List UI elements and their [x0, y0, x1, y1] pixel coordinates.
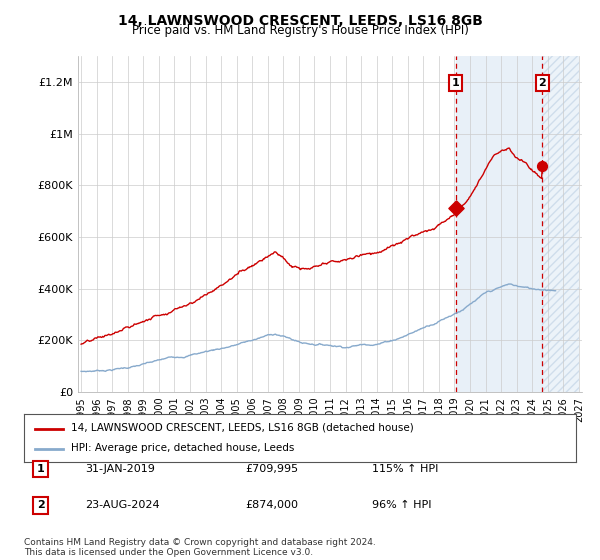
Text: 1: 1	[37, 464, 44, 474]
Text: 14, LAWNSWOOD CRESCENT, LEEDS, LS16 8GB (detached house): 14, LAWNSWOOD CRESCENT, LEEDS, LS16 8GB …	[71, 423, 413, 433]
Text: 115% ↑ HPI: 115% ↑ HPI	[372, 464, 438, 474]
Text: 96% ↑ HPI: 96% ↑ HPI	[372, 501, 431, 510]
Bar	[542, 56, 579, 392]
Point	[451, 204, 460, 213]
Text: £874,000: £874,000	[245, 501, 298, 510]
Text: 23-AUG-2024: 23-AUG-2024	[85, 501, 160, 510]
Text: 14, LAWNSWOOD CRESCENT, LEEDS, LS16 8GB: 14, LAWNSWOOD CRESCENT, LEEDS, LS16 8GB	[118, 14, 482, 28]
Text: 31-JAN-2019: 31-JAN-2019	[85, 464, 155, 474]
Text: Price paid vs. HM Land Registry's House Price Index (HPI): Price paid vs. HM Land Registry's House …	[131, 24, 469, 36]
Text: £709,995: £709,995	[245, 464, 298, 474]
Text: HPI: Average price, detached house, Leeds: HPI: Average price, detached house, Leed…	[71, 443, 294, 452]
Text: 1: 1	[452, 78, 460, 88]
Point	[538, 162, 547, 171]
Bar	[455, 56, 542, 392]
Text: 2: 2	[37, 501, 44, 510]
Text: 2: 2	[538, 78, 546, 88]
Text: Contains HM Land Registry data © Crown copyright and database right 2024.
This d: Contains HM Land Registry data © Crown c…	[24, 538, 376, 557]
